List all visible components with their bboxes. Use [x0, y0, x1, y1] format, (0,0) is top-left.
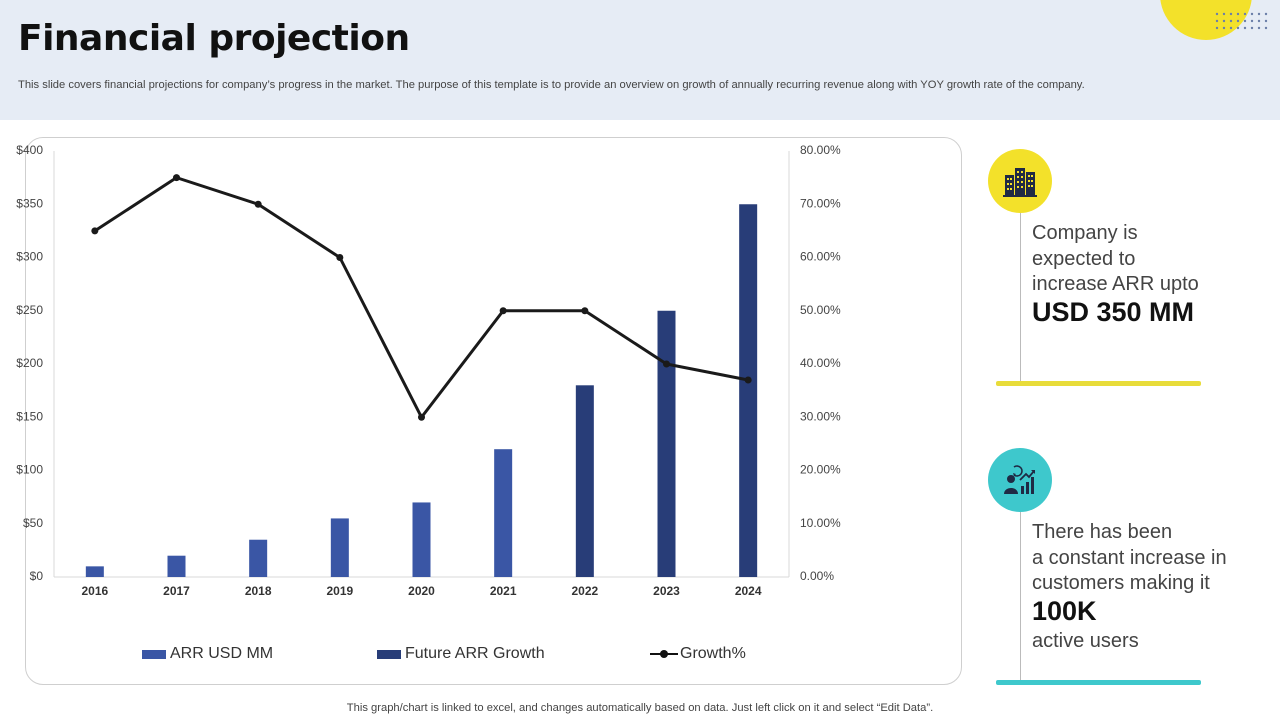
y-tick-label: $400 — [16, 143, 43, 157]
bar-arr — [330, 518, 349, 577]
y2-tick-label: 10.00% — [800, 516, 841, 530]
bar-arr — [167, 555, 186, 577]
growth-point — [173, 174, 180, 182]
bar-arr — [494, 449, 513, 577]
card1-text: Company is expected to increase ARR upto — [1032, 221, 1199, 298]
x-tick-label: 2024 — [735, 584, 762, 598]
growth-point — [663, 360, 670, 368]
x-tick-label: 2019 — [326, 584, 353, 598]
card2-tail: active users — [1032, 630, 1139, 652]
user-growth-icon-badge — [988, 448, 1052, 512]
legend-arr-label: ARR USD MM — [170, 645, 274, 662]
card1-line-1: Company is — [1032, 222, 1138, 244]
chart-frame[interactable] — [25, 137, 962, 685]
y-tick-label: $150 — [16, 409, 43, 423]
legend-arr-swatch — [142, 649, 166, 659]
card2-divider — [1020, 512, 1021, 680]
x-tick-label: 2020 — [408, 584, 435, 598]
y2-tick-label: 50.00% — [800, 303, 841, 317]
page-title: Financial projection — [18, 18, 410, 59]
growth-point — [91, 227, 99, 235]
bar-future — [657, 310, 676, 577]
legend-future-swatch — [377, 649, 401, 659]
y2-tick-label: 20.00% — [800, 463, 841, 477]
y-tick-label: $50 — [23, 516, 43, 530]
growth-point — [336, 254, 344, 261]
growth-point — [254, 200, 262, 208]
card1-accent-bar — [996, 381, 1201, 386]
header-band: Financial projection This slide covers f… — [0, 0, 1280, 120]
y2-tick-label: 60.00% — [800, 250, 841, 264]
x-tick-label: 2022 — [571, 584, 598, 598]
y2-tick-label: 70.00% — [800, 196, 841, 210]
bar-future — [739, 204, 758, 577]
bar-arr — [412, 502, 431, 577]
y-tick-label: $100 — [16, 463, 43, 477]
growth-point — [744, 376, 752, 384]
card2-accent-bar — [996, 680, 1201, 685]
y-tick-label: $350 — [16, 196, 43, 210]
page-subtitle: This slide covers financial projections … — [18, 79, 1085, 91]
growth-line — [94, 176, 749, 419]
legend-arr[interactable]: ARR USD MM — [142, 644, 273, 664]
legend-future[interactable]: Future ARR Growth — [377, 644, 545, 664]
bar-arr — [249, 539, 268, 577]
card1-line-3: increase ARR upto — [1032, 273, 1199, 295]
user-growth-icon — [1004, 465, 1035, 494]
y-tick-label: $250 — [16, 303, 43, 317]
card2-highlight: 100K — [1032, 596, 1097, 626]
card1-line-2: expected to — [1032, 247, 1136, 270]
x-tick-label: 2017 — [163, 584, 190, 598]
y2-tick-label: 30.00% — [800, 409, 841, 423]
legend-growth-marker — [650, 650, 678, 658]
x-tick-label: 2018 — [245, 584, 272, 598]
bar-future — [575, 385, 594, 577]
buildings-icon-badge — [988, 149, 1052, 213]
growth-point — [581, 307, 589, 315]
legend-future-label: Future ARR Growth — [405, 645, 545, 662]
growth-point — [418, 413, 425, 421]
x-tick-label: 2021 — [490, 584, 517, 598]
y-tick-label: $0 — [30, 569, 44, 583]
card2-line-1: There has been — [1032, 521, 1173, 543]
buildings-icon — [1003, 168, 1037, 197]
y-tick-label: $300 — [16, 250, 43, 264]
decorative-dots-icon — [1215, 12, 1268, 30]
x-tick-label: 2023 — [653, 584, 680, 598]
legend-growth[interactable]: Growth% — [650, 644, 746, 664]
x-tick-label: 2016 — [81, 584, 108, 598]
y2-tick-label: 40.00% — [800, 356, 841, 370]
card1-highlight: USD 350 MM — [1032, 297, 1195, 327]
growth-point — [499, 307, 507, 315]
y2-tick-label: 80.00% — [800, 143, 841, 157]
y-tick-label: $200 — [16, 356, 43, 370]
card1-divider — [1020, 213, 1021, 383]
legend-growth-label: Growth% — [680, 645, 746, 662]
card2-line-2: a constant increase in — [1032, 546, 1227, 569]
y2-tick-label: 0.00% — [800, 569, 834, 583]
card2-line-3: customers making it — [1032, 572, 1210, 594]
bar-arr — [85, 566, 104, 577]
card2-text: There has been a constant increase in cu… — [1032, 520, 1227, 597]
footnote: This graph/chart is linked to excel, and… — [346, 702, 934, 714]
